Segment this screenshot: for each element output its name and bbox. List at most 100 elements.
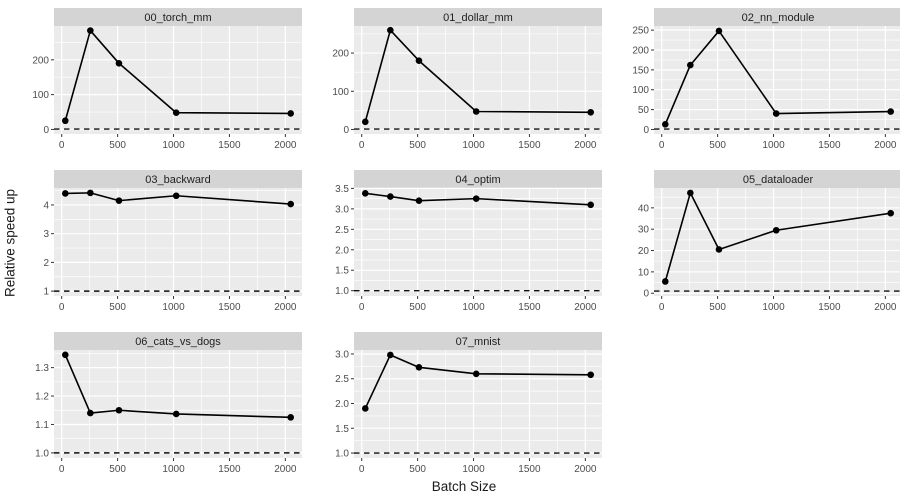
x-tick-label: 500 [109,140,126,151]
y-tick-label: 0 [643,289,649,300]
y-axis-title: Relative speed up [2,188,18,298]
y-tick-label: 3 [43,229,49,240]
x-tick-label: 0 [59,302,65,313]
x-tick-label: 1000 [762,302,785,313]
data-point [472,108,480,115]
y-tick-label: 200 [32,55,49,66]
x-tick-label: 2000 [574,140,597,151]
data-point [715,27,723,35]
y-tick-label: 0 [43,125,49,136]
data-point [415,197,423,204]
panel-background [654,188,900,296]
facet-title: 07_mnist [456,336,501,348]
data-point [115,197,123,204]
x-tick-label: 0 [59,464,65,475]
x-tick-label: 2000 [874,302,897,313]
y-tick-label: 100 [332,87,349,98]
y-tick-label: 20 [638,246,650,257]
facet-title: 02_nn_module [742,12,815,24]
facet-grid: 00_torch_mm 0 500 1000 1500 2000 0 100 200 01_dol… [18,8,900,482]
data-point [361,118,369,126]
x-tick-label: 1500 [518,464,541,475]
facet-03_backward: 03_backward 0 500 1000 1500 2000 1 2 3 4 [43,170,302,313]
y-tick-label: 1.5 [335,424,349,435]
data-point [887,108,895,115]
x-tick-label: 1000 [162,140,185,151]
y-tick-label: 1.1 [35,420,49,431]
x-tick-label: 1000 [162,464,185,475]
x-tick-label: 500 [409,302,426,313]
y-tick-label: 30 [638,225,650,236]
data-point [661,278,669,285]
data-point [472,195,480,202]
data-point [172,192,180,200]
data-point [472,370,480,378]
facet-title: 05_dataloader [743,174,814,186]
x-tick-label: 500 [709,302,726,313]
data-point [172,109,180,117]
data-point [587,371,595,379]
x-tick-label: 0 [359,140,365,151]
y-tick-label: 150 [632,65,649,76]
facet-title: 06_cats_vs_dogs [135,336,221,348]
x-tick-label: 1000 [162,302,185,313]
x-tick-label: 2000 [274,302,297,313]
facet-title: 03_backward [145,174,210,186]
x-tick-label: 1500 [818,140,841,151]
y-tick-label: 3.5 [335,184,349,195]
facet-strip [54,332,302,350]
data-point [287,200,295,208]
x-tick-label: 0 [59,140,65,151]
data-point [61,117,69,125]
x-tick-label: 2000 [274,464,297,475]
data-point [61,351,69,359]
facet-title: 00_torch_mm [144,12,211,24]
y-tick-label: 4 [43,200,49,211]
x-tick-label: 1500 [218,140,241,151]
x-tick-label: 500 [409,140,426,151]
y-tick-label: 1 [43,287,49,298]
x-tick-label: 1500 [518,302,541,313]
x-tick-label: 1000 [762,140,785,151]
y-tick-label: 1.0 [335,286,349,297]
y-tick-label: 0 [643,125,649,136]
facet-title: 01_dollar_mm [443,12,513,24]
y-tick-label: 1.0 [335,449,349,460]
y-tick-label: 200 [632,46,649,57]
data-point [87,27,94,34]
y-tick-label: 3.0 [335,349,349,360]
panel-background [354,188,602,296]
x-tick-label: 500 [109,464,126,475]
y-tick-label: 1.2 [35,392,49,403]
x-tick-label: 1000 [462,464,485,475]
x-tick-label: 500 [409,464,426,475]
facet-strip [654,8,900,26]
data-point [115,59,123,67]
facet-00_torch_mm: 00_torch_mm 0 500 1000 1500 2000 0 100 200 [32,8,302,151]
x-tick-label: 0 [659,302,665,313]
data-point [361,190,369,197]
x-tick-label: 0 [359,464,365,475]
y-tick-label: 100 [32,90,49,101]
y-tick-label: 2.0 [335,399,349,410]
panel-background [54,26,302,134]
y-tick-label: 250 [632,26,649,37]
data-point [87,189,94,197]
data-point [587,108,595,116]
y-tick-label: 2.5 [335,225,349,236]
x-tick-label: 2000 [574,464,597,475]
x-tick-label: 1000 [462,140,485,151]
facet-02_nn_module: 02_nn_module 0 500 1000 1500 2000 0 50 100 150 200… [632,8,900,151]
y-tick-label: 200 [332,49,349,60]
x-tick-label: 500 [709,140,726,151]
y-tick-label: 1.3 [35,363,49,374]
facet-06_cats_vs_dogs: 06_cats_vs_dogs 0 500 1000 1500 2000 1.0 1.1 1.2… [35,332,302,475]
data-point [61,190,69,197]
facet-strip [54,8,302,26]
facet-04_optim: 04_optim 0 500 1000 1500 2000 1.0 1.5 2.0 2.5 3.0 3… [335,170,602,313]
x-tick-label: 0 [359,302,365,313]
data-point [587,201,595,209]
x-tick-label: 1500 [818,302,841,313]
y-tick-label: 100 [632,85,649,96]
y-tick-label: 2.0 [335,245,349,256]
